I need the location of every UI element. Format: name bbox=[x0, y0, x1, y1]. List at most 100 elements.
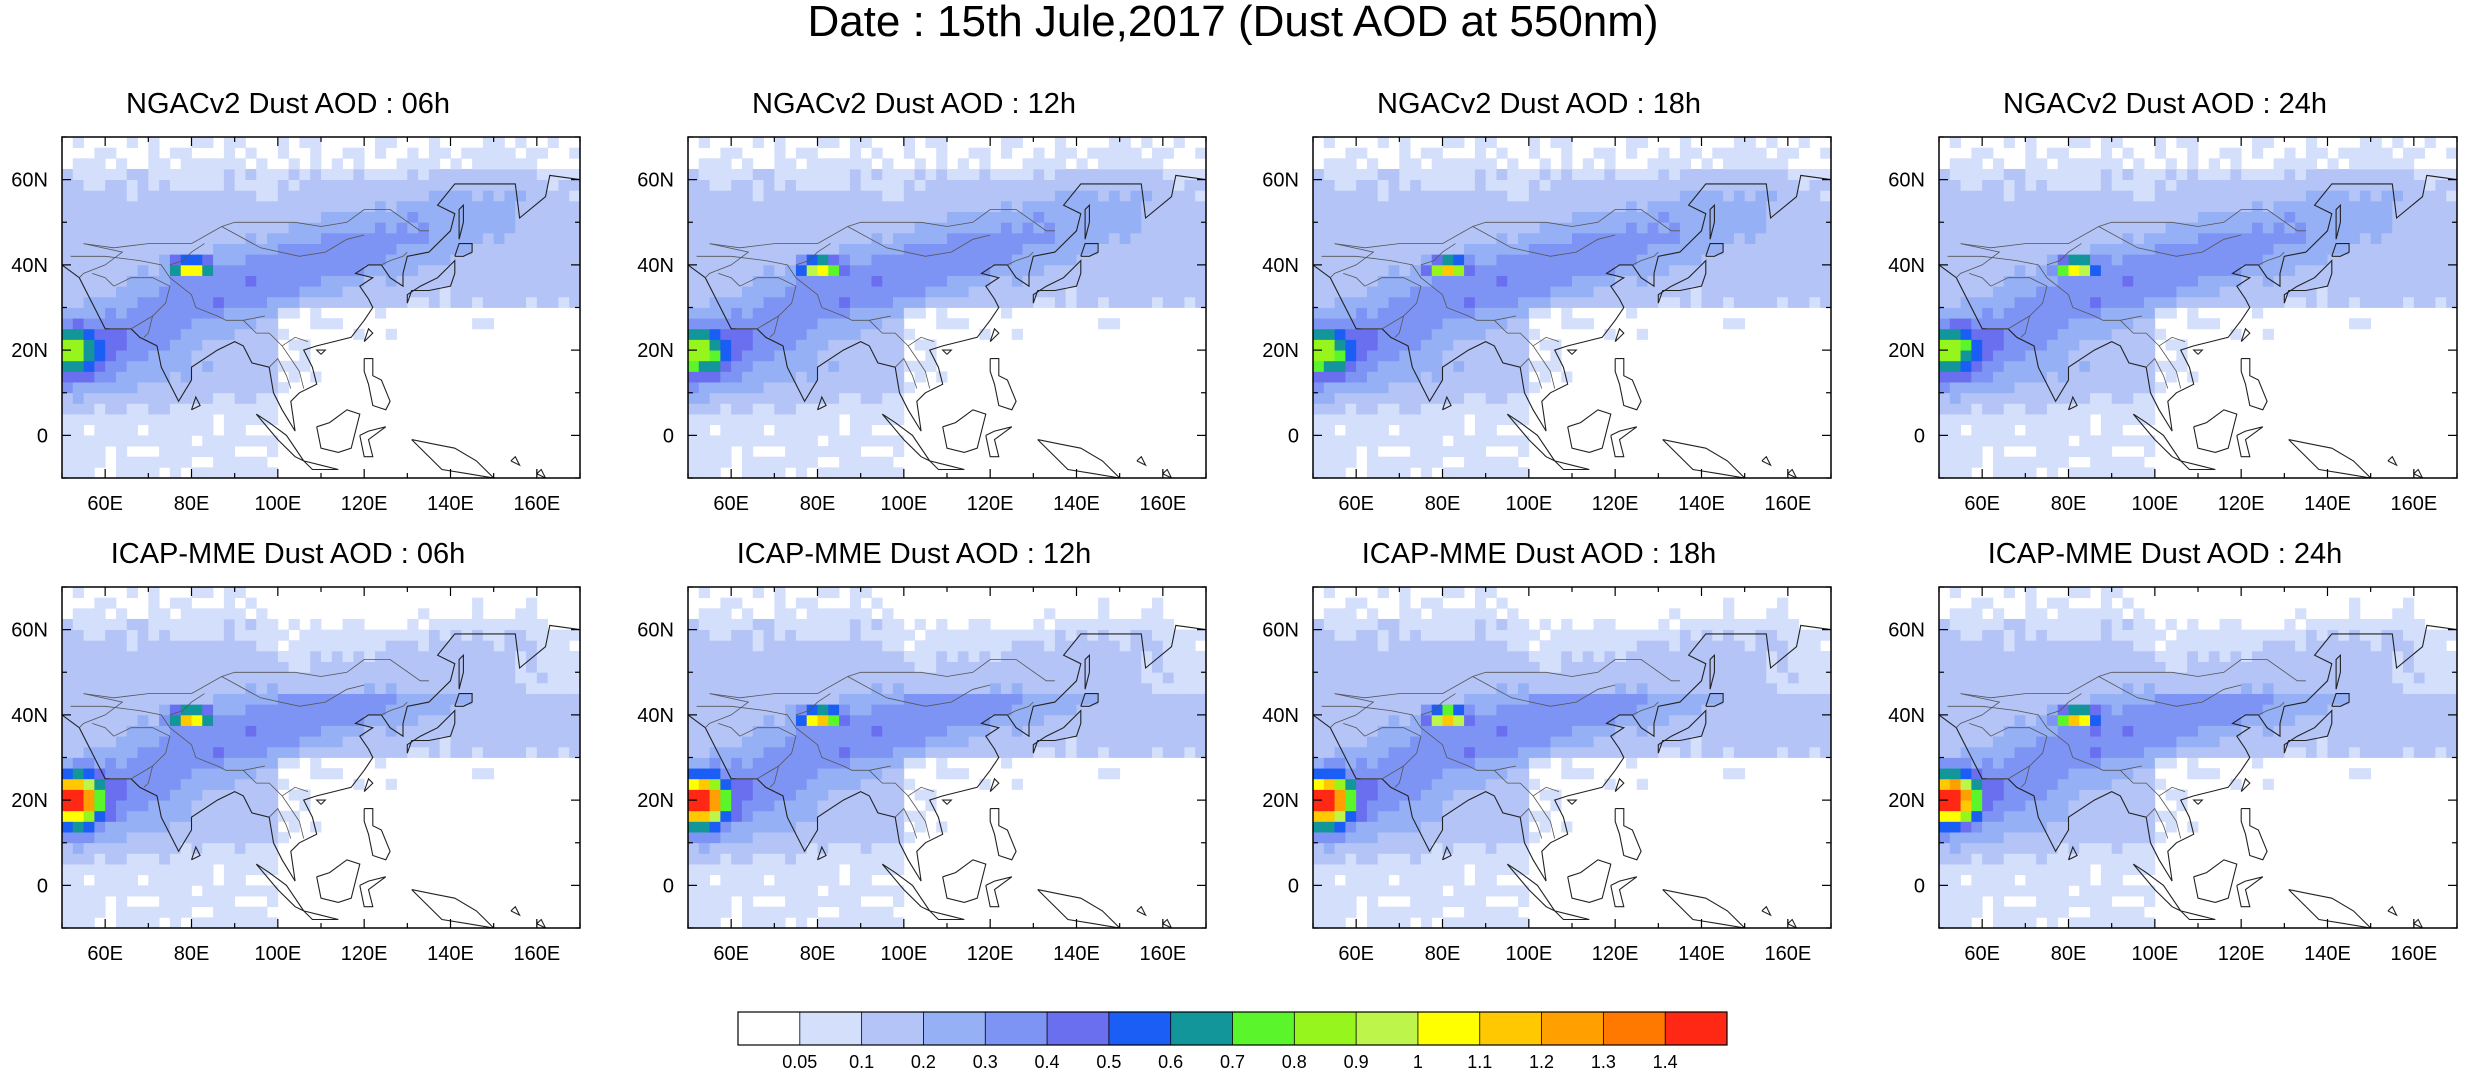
aod-cell bbox=[969, 169, 980, 180]
aod-cell bbox=[1507, 435, 1518, 446]
aod-cell bbox=[2036, 339, 2047, 350]
aod-cell bbox=[1939, 425, 1950, 436]
aod-cell bbox=[515, 180, 526, 191]
aod-cell bbox=[1313, 308, 1324, 319]
aod-cell bbox=[1345, 180, 1356, 191]
aod-cell bbox=[1410, 425, 1421, 436]
aod-cell bbox=[688, 180, 699, 191]
aod-cell bbox=[1389, 212, 1400, 223]
aod-cell bbox=[224, 864, 235, 875]
aod-cell bbox=[785, 318, 796, 329]
aod-cell bbox=[850, 350, 861, 361]
aod-cell bbox=[2079, 276, 2090, 287]
aod-cell bbox=[1443, 254, 1454, 265]
aod-cell bbox=[1313, 180, 1324, 191]
aod-cell bbox=[1098, 169, 1109, 180]
aod-cell bbox=[2198, 180, 2209, 191]
aod-cell bbox=[213, 297, 224, 308]
aod-cell bbox=[256, 382, 267, 393]
aod-cell bbox=[2025, 201, 2036, 212]
aod-cell bbox=[235, 885, 246, 896]
aod-cell bbox=[1012, 297, 1023, 308]
aod-cell bbox=[1496, 265, 1507, 276]
aod-cell bbox=[213, 832, 224, 843]
aod-cell bbox=[2414, 254, 2425, 265]
aod-cell bbox=[548, 265, 559, 276]
aod-cell bbox=[278, 286, 289, 297]
aod-cell bbox=[2230, 158, 2241, 169]
aod-cell bbox=[1950, 329, 1961, 340]
aod-cell bbox=[127, 821, 138, 832]
aod-cell bbox=[192, 789, 203, 800]
aod-cell bbox=[170, 339, 181, 350]
aod-cell bbox=[1486, 244, 1497, 255]
aod-cell bbox=[245, 704, 256, 715]
aod-cell bbox=[202, 308, 213, 319]
aod-cell bbox=[2015, 180, 2026, 191]
aod-cell bbox=[2317, 233, 2328, 244]
aod-cell bbox=[731, 318, 742, 329]
aod-cell bbox=[2101, 414, 2112, 425]
aod-cell bbox=[2425, 265, 2436, 276]
aod-cell bbox=[1550, 361, 1561, 372]
aod-cell bbox=[774, 286, 785, 297]
aod-cell bbox=[170, 190, 181, 201]
aod-cell bbox=[688, 371, 699, 382]
aod-cell bbox=[688, 329, 699, 340]
aod-cell bbox=[1335, 180, 1346, 191]
aod-cell bbox=[2025, 148, 2036, 159]
aod-cell bbox=[1378, 318, 1389, 329]
aod-cell bbox=[1335, 350, 1346, 361]
aod-cell bbox=[764, 414, 775, 425]
aod-cell bbox=[1971, 297, 1982, 308]
aod-cell bbox=[2101, 244, 2112, 255]
aod-cell bbox=[2112, 435, 2123, 446]
aod-cell bbox=[2295, 297, 2306, 308]
aod-cell bbox=[148, 190, 159, 201]
aod-cell bbox=[1087, 169, 1098, 180]
aod-cell bbox=[2079, 382, 2090, 393]
aod-cell bbox=[94, 339, 105, 350]
aod-cell bbox=[1389, 382, 1400, 393]
aod-cell bbox=[235, 339, 246, 350]
aod-cell bbox=[699, 137, 710, 148]
aod-cell bbox=[1615, 233, 1626, 244]
aod-cell bbox=[278, 329, 289, 340]
aod-cell bbox=[1550, 180, 1561, 191]
aod-cell bbox=[105, 747, 116, 758]
aod-cell bbox=[289, 339, 300, 350]
aod-cell bbox=[1788, 169, 1799, 180]
aod-cell bbox=[343, 276, 354, 287]
aod-cell bbox=[1109, 318, 1120, 329]
aod-cell bbox=[224, 148, 235, 159]
aod-cell bbox=[1378, 286, 1389, 297]
aod-cell bbox=[159, 779, 170, 790]
aod-cell bbox=[94, 758, 105, 769]
aod-cell bbox=[1777, 212, 1788, 223]
aod-cell bbox=[2252, 137, 2263, 148]
aod-cell bbox=[2079, 158, 2090, 169]
aod-cell bbox=[159, 350, 170, 361]
aod-cell bbox=[861, 297, 872, 308]
aod-cell bbox=[2263, 222, 2274, 233]
aod-cell bbox=[127, 630, 138, 641]
aod-cell bbox=[1001, 244, 1012, 255]
aod-cell bbox=[1777, 222, 1788, 233]
aod-cell bbox=[1475, 308, 1486, 319]
aod-cell bbox=[84, 201, 95, 212]
aod-cell bbox=[1626, 212, 1637, 223]
aod-cell bbox=[1109, 148, 1120, 159]
aod-cell bbox=[1087, 190, 1098, 201]
aod-cell bbox=[1486, 212, 1497, 223]
aod-cell bbox=[1389, 233, 1400, 244]
aod-cell bbox=[947, 233, 958, 244]
aod-cell bbox=[1378, 180, 1389, 191]
aod-cell bbox=[1486, 158, 1497, 169]
aod-cell bbox=[105, 853, 116, 864]
aod-cell bbox=[688, 457, 699, 468]
aod-cell bbox=[1961, 457, 1972, 468]
aod-cell bbox=[2349, 265, 2360, 276]
aod-cell bbox=[1453, 446, 1464, 457]
aod-cell bbox=[720, 361, 731, 372]
aod-cell bbox=[2252, 265, 2263, 276]
